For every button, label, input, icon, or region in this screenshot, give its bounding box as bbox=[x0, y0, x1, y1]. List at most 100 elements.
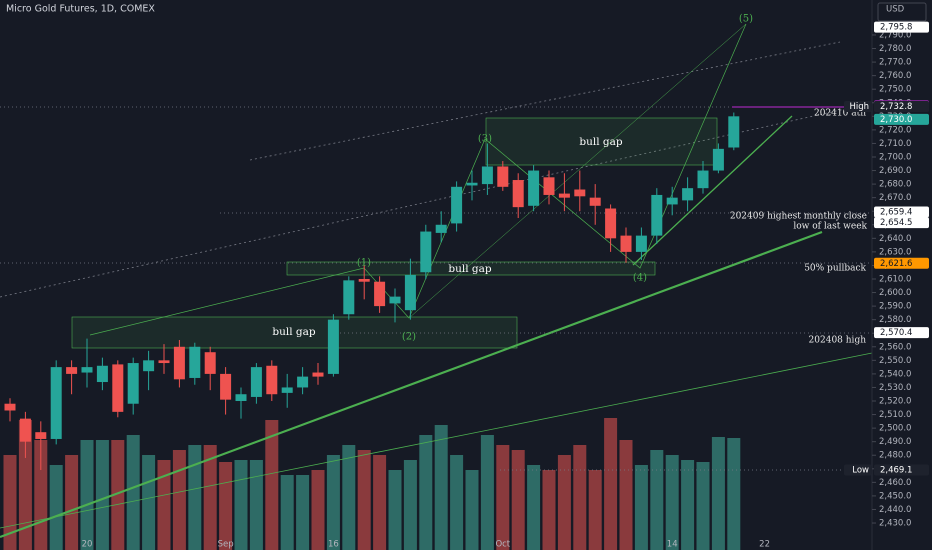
volume-bar bbox=[326, 455, 340, 550]
volume-bar bbox=[419, 435, 433, 550]
volume-bar bbox=[573, 445, 587, 550]
y-tick-label: 2,790.0 bbox=[879, 30, 911, 40]
candle-body bbox=[466, 182, 478, 186]
volume-bar bbox=[711, 437, 725, 550]
volume-bar bbox=[388, 470, 402, 550]
x-tick-label: 20 bbox=[82, 540, 93, 550]
candle-layer bbox=[4, 112, 740, 471]
candle-body bbox=[420, 231, 432, 273]
y-tick-label: 2,450.0 bbox=[879, 491, 911, 501]
volume-bar bbox=[65, 455, 79, 550]
y-tick-label: 2,690.0 bbox=[879, 166, 911, 176]
candle-body bbox=[389, 296, 401, 304]
price-label: 2,732.8 bbox=[880, 102, 912, 112]
volume-bar bbox=[681, 460, 695, 550]
y-tick-label: 2,490.0 bbox=[879, 437, 911, 447]
candle-body bbox=[281, 387, 293, 393]
annotation: bull gap bbox=[579, 136, 623, 148]
volume-bar bbox=[527, 465, 541, 550]
annotation: bull gap bbox=[448, 263, 492, 275]
price-tag-box bbox=[844, 101, 872, 113]
y-tick-label: 2,780.0 bbox=[879, 44, 911, 54]
y-tick-label: 2,720.0 bbox=[879, 125, 911, 135]
price-label-box bbox=[874, 21, 929, 33]
volume-bar bbox=[342, 445, 356, 550]
volume-bar bbox=[465, 470, 479, 550]
candle-body bbox=[220, 373, 232, 400]
y-tick-label: 2,550.0 bbox=[879, 356, 911, 366]
volume-bar bbox=[172, 450, 186, 550]
y-tick-label: 2,500.0 bbox=[879, 424, 911, 434]
y-tick-label: 2,610.0 bbox=[879, 274, 911, 284]
volume-bar bbox=[357, 450, 371, 550]
candle-body bbox=[35, 432, 47, 439]
price-tag: Low bbox=[852, 466, 869, 476]
price-label: 2,570.4 bbox=[880, 328, 912, 338]
candle-body bbox=[189, 346, 201, 378]
candle-body bbox=[512, 180, 524, 208]
candle-body bbox=[374, 281, 386, 307]
volume-bar bbox=[450, 455, 464, 550]
volume-bar bbox=[188, 445, 202, 550]
drawings bbox=[0, 23, 873, 539]
y-tick-label: 2,590.0 bbox=[879, 302, 911, 312]
y-tick-label: 2,480.0 bbox=[879, 451, 911, 461]
candle-body bbox=[112, 364, 124, 412]
candle-body bbox=[543, 177, 555, 195]
y-tick-label: 2,710.0 bbox=[879, 139, 911, 149]
volume-bar bbox=[403, 460, 417, 550]
volume-bar bbox=[296, 475, 310, 550]
x-tick-label: Oct bbox=[495, 540, 510, 550]
axis-layer: 2,430.02,440.02,450.02,460.02,470.02,480… bbox=[844, 21, 929, 529]
price-label: 2,795.8 bbox=[880, 23, 912, 33]
y-tick-label: 2,440.0 bbox=[879, 505, 911, 515]
volume-bar bbox=[80, 440, 94, 550]
wave-label: (1) bbox=[357, 258, 371, 269]
x-tick-label: 16 bbox=[328, 540, 339, 550]
y-tick-label: 2,750.0 bbox=[879, 85, 911, 95]
annotation: 202409 highest monthly close bbox=[730, 212, 867, 222]
price-label: 2,469.1 bbox=[880, 466, 912, 476]
volume-bar bbox=[219, 462, 233, 550]
candle-body bbox=[497, 166, 509, 187]
candle-body bbox=[635, 235, 647, 252]
volume-bar bbox=[95, 440, 109, 550]
price-label-box bbox=[874, 464, 929, 476]
candle-body bbox=[127, 363, 139, 404]
volume-bar bbox=[696, 462, 710, 550]
candle-body bbox=[574, 189, 586, 197]
volume-bar bbox=[249, 460, 263, 550]
y-tick-label: 2,760.0 bbox=[879, 71, 911, 81]
volume-bar bbox=[126, 435, 140, 550]
currency: USD bbox=[886, 5, 905, 15]
price-label: 2,730.0 bbox=[880, 115, 912, 125]
candle-body bbox=[712, 148, 724, 171]
candle-body bbox=[605, 208, 617, 239]
y-tick-label: 2,640.0 bbox=[879, 234, 911, 244]
volume-bar bbox=[203, 445, 217, 550]
annotation: 202408 high bbox=[809, 336, 867, 346]
candle-body bbox=[158, 360, 170, 364]
volume-bar bbox=[434, 425, 448, 550]
candle-body bbox=[66, 367, 78, 374]
candle-body bbox=[697, 170, 709, 189]
candle-body bbox=[682, 188, 694, 201]
volume-bar bbox=[373, 455, 387, 550]
candle-body bbox=[19, 418, 31, 442]
candle-body bbox=[250, 367, 262, 397]
volume-bar bbox=[511, 450, 525, 550]
volume-bar bbox=[157, 460, 171, 550]
chart-title: Micro Gold Futures, 1D, COMEX bbox=[6, 4, 155, 15]
candle-body bbox=[235, 394, 247, 402]
y-tick-label: 2,510.0 bbox=[879, 410, 911, 420]
candle-body bbox=[81, 367, 93, 373]
volume-bar bbox=[588, 470, 602, 550]
candle-body bbox=[143, 360, 155, 372]
candle-body bbox=[435, 224, 447, 233]
candle-body bbox=[589, 197, 601, 206]
price-label: 2,659.4 bbox=[880, 208, 912, 218]
price-label-box bbox=[874, 327, 929, 339]
candle-body bbox=[343, 280, 355, 315]
